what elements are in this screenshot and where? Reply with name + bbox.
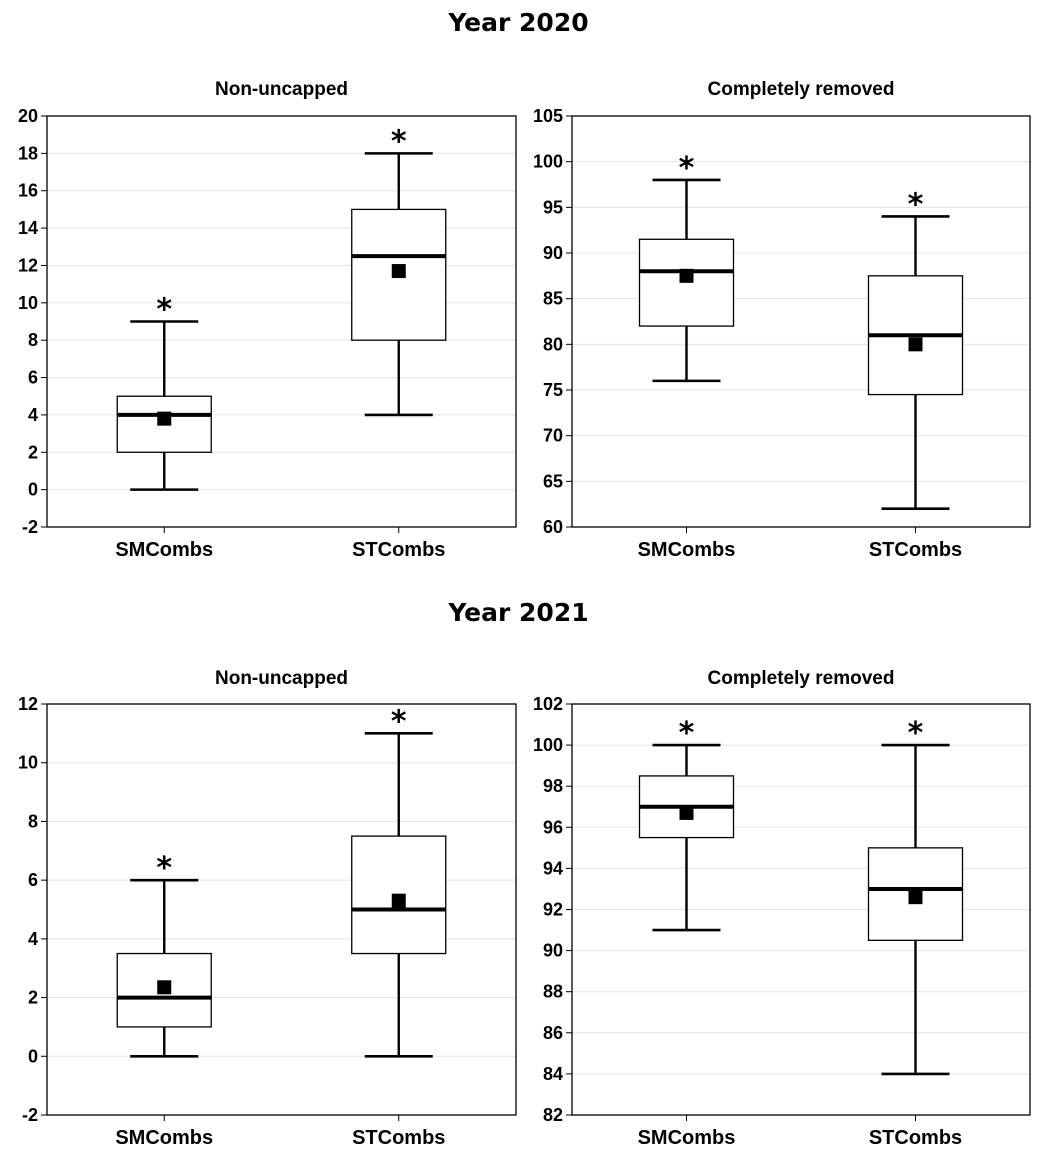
panel-0-xtick-label-smcombs: SMCombs: [115, 539, 213, 561]
panel-0-ytick-label-4: 6: [28, 368, 38, 388]
panel-2-smcombs-significance-star: *: [156, 851, 172, 886]
panel-0-smcombs-mean-marker: [157, 411, 172, 426]
year-title-2020: Year 2020: [448, 8, 589, 37]
year-title-2021: Year 2021: [448, 598, 589, 627]
panel-1-ytick-label-8: 100: [533, 152, 563, 172]
panel-0-title: Non-uncapped: [215, 79, 348, 100]
panel-2-stcombs-significance-star: *: [391, 704, 407, 739]
panel-3-ytick-label-8: 98: [543, 776, 563, 796]
panel-2-smcombs-mean-marker: [157, 980, 172, 995]
panel-0-ytick-label-10: 18: [18, 143, 38, 163]
panel-0-ytick-label-2: 2: [28, 442, 38, 462]
panel-3-stcombs-significance-star: *: [908, 716, 924, 751]
panel-1-ytick-label-1: 65: [543, 471, 563, 491]
panel-3-frame: [571, 703, 1031, 1116]
panel-0-ytick-label-6: 10: [18, 293, 38, 313]
panel-2-ytick-label-1: 0: [28, 1046, 38, 1066]
panel-1-stcombs-significance-star: *: [908, 187, 924, 222]
panel-3-stcombs-mean-marker: [908, 890, 923, 905]
panel-1-xtick-label-smcombs: SMCombs: [638, 539, 736, 561]
panel-0-ytick-label-1: 0: [28, 480, 38, 500]
panel-0-frame: [46, 115, 517, 528]
panel-3-ytick-label-7: 96: [543, 817, 563, 837]
panel-1-smcombs-mean-marker: [679, 268, 694, 283]
panel-3-xtick-label-smcombs: SMCombs: [638, 1127, 736, 1149]
panel-1-ytick-label-2: 70: [543, 426, 563, 446]
panel-0-ytick-label-5: 8: [28, 330, 38, 350]
panel-2-xtick-label-smcombs: SMCombs: [115, 1127, 213, 1149]
panel-2-ytick-label-2: 2: [28, 988, 38, 1008]
panel-2-ytick-label-7: 12: [18, 694, 38, 714]
panel-1-ytick-label-6: 90: [543, 243, 563, 263]
panel-3-ytick-label-4: 90: [543, 941, 563, 961]
panel-1-title: Completely removed: [708, 79, 895, 100]
panel-1-ytick-label-7: 95: [543, 197, 563, 217]
panel-2-ytick-label-4: 6: [28, 870, 38, 890]
panel-3-ytick-label-6: 94: [543, 858, 563, 878]
panel-3-xtick-label-stcombs: STCombs: [869, 1127, 962, 1149]
panel-3-smcombs-significance-star: *: [679, 716, 695, 751]
panel-1-ytick-label-3: 75: [543, 380, 563, 400]
panel-3-ytick-label-3: 88: [543, 982, 563, 1002]
panel-0-ytick-label-7: 12: [18, 255, 38, 275]
panel-3-ytick-label-10: 102: [533, 694, 563, 714]
panel-0-ytick-label-3: 4: [28, 405, 38, 425]
panel-2-frame: [46, 703, 517, 1116]
panel-0-smcombs-significance-star: *: [156, 293, 172, 328]
panel-2-ytick-label-6: 10: [18, 753, 38, 773]
panel-1-ytick-label-0: 60: [543, 517, 563, 537]
panel-0-stcombs-significance-star: *: [391, 124, 407, 159]
panel-1-xtick-label-stcombs: STCombs: [869, 539, 962, 561]
panel-3-ytick-label-5: 92: [543, 900, 563, 920]
panel-1-ytick-label-5: 85: [543, 289, 563, 309]
panel-3-ytick-label-1: 84: [543, 1064, 563, 1084]
panel-0-stcombs-mean-marker: [391, 264, 406, 279]
panel-2-xtick-label-stcombs: STCombs: [352, 1127, 445, 1149]
panel-0-ytick-label-8: 14: [18, 218, 38, 238]
panel-1-frame: [571, 115, 1031, 528]
panel-2-ytick-label-0: -2: [22, 1105, 38, 1125]
panel-2-title: Non-uncapped: [215, 668, 348, 689]
panel-1-smcombs-significance-star: *: [679, 151, 695, 186]
panel-3-ytick-label-0: 82: [543, 1105, 563, 1125]
panel-2-ytick-label-5: 8: [28, 811, 38, 831]
panel-0-ytick-label-11: 20: [18, 106, 38, 126]
panel-3-ytick-label-2: 86: [543, 1023, 563, 1043]
panel-3-smcombs-mean-marker: [679, 805, 694, 820]
panel-2-stcombs-mean-marker: [391, 893, 406, 908]
panel-1-stcombs-mean-marker: [908, 337, 923, 352]
panel-1-ytick-label-9: 105: [533, 106, 563, 126]
panel-3-ytick-label-9: 100: [533, 735, 563, 755]
panel-1-ytick-label-4: 80: [543, 334, 563, 354]
panel-2-ytick-label-3: 4: [28, 929, 38, 949]
panel-3-title: Completely removed: [708, 668, 895, 689]
panel-0-ytick-label-9: 16: [18, 181, 38, 201]
panel-0-ytick-label-0: -2: [22, 517, 38, 537]
panel-0-xtick-label-stcombs: STCombs: [352, 539, 445, 561]
